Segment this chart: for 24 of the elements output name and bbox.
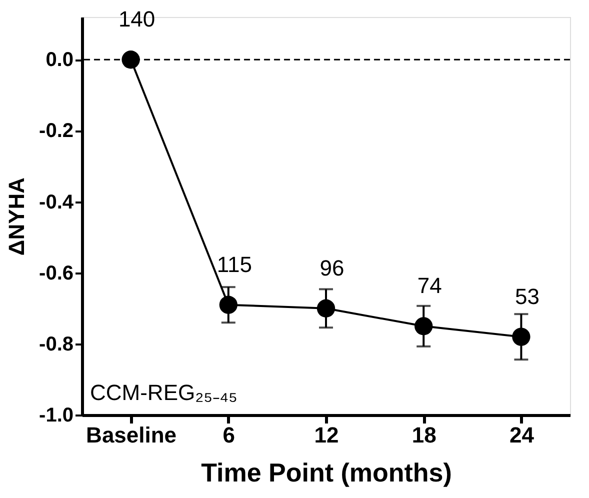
- point: [512, 328, 530, 346]
- y-tick-label: -0.8: [39, 333, 74, 356]
- annotation: 96: [320, 255, 344, 280]
- annotation: 74: [417, 273, 442, 298]
- annotation: 140: [118, 6, 156, 32]
- y-axis-title: ΔNYHA: [4, 177, 30, 256]
- y-tick-label: -0.6: [39, 262, 74, 284]
- point: [122, 50, 140, 69]
- annotation: CCM-REG₂₅₋₄₅: [90, 380, 238, 405]
- x-tick-label: 12: [314, 422, 339, 448]
- x-axis-title: Time Point (months): [201, 458, 452, 488]
- point: [219, 296, 238, 314]
- y-tick-label: 0.0: [46, 49, 74, 72]
- x-tick-label: 24: [509, 422, 535, 448]
- y-tick-label: -0.2: [39, 120, 74, 142]
- annotation: 53: [514, 284, 540, 309]
- y-tick-label: -0.4: [39, 191, 74, 214]
- x-tick-label: Baseline: [86, 422, 177, 448]
- x-tick-label: 18: [412, 422, 436, 448]
- point: [316, 299, 336, 318]
- x-tick-label: 6: [222, 422, 236, 448]
- y-tick-label: -1.0: [39, 404, 74, 426]
- annotation: 115: [216, 252, 252, 277]
- point: [414, 317, 433, 336]
